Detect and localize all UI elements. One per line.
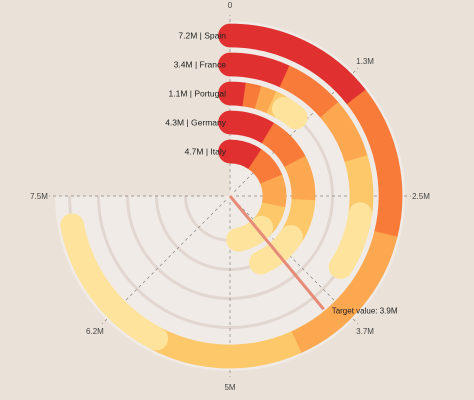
- bar-segment: [346, 89, 403, 238]
- category-label: 1.1M | Portugal: [169, 89, 227, 99]
- bar-spain[interactable]: [60, 23, 403, 369]
- tick-label: 7.5M: [30, 192, 48, 201]
- bar-segment: [218, 23, 369, 110]
- bar-segment: [290, 230, 398, 354]
- bar-segment: [319, 101, 368, 163]
- bar-segment: [279, 65, 339, 119]
- bar-segment: [247, 149, 283, 185]
- bar-segment: [261, 122, 306, 168]
- category-labels: 7.2M | Spain 3.4M | France 1.1M | Portugal…: [165, 31, 227, 157]
- bar-italy[interactable]: [218, 139, 287, 252]
- bar-portugal[interactable]: [218, 81, 308, 130]
- category-label: 7.2M | Spain: [178, 31, 226, 41]
- bar-segment: [254, 85, 277, 114]
- bar-segment: [149, 327, 302, 369]
- tick-label: 2.5M: [412, 192, 430, 201]
- bar-segment: [226, 215, 274, 252]
- tick-label: 1.3M: [356, 57, 374, 66]
- bar-segment: [284, 155, 316, 201]
- bar-france[interactable]: [218, 52, 374, 279]
- category-label: 4.7M | Italy: [185, 147, 227, 157]
- target-label: Target value: 3.9M: [332, 306, 398, 315]
- tick-label: 6.2M: [86, 327, 104, 336]
- bar-segment: [218, 110, 281, 146]
- bar-segment: [242, 82, 262, 110]
- category-label: 3.4M | France: [174, 60, 227, 70]
- tick-label: 0: [228, 1, 233, 10]
- bar-segment: [271, 96, 308, 130]
- bar-segment: [218, 139, 267, 172]
- category-label: 4.3M | Germany: [165, 118, 227, 128]
- bar-segment: [218, 81, 257, 107]
- tick-label: 3.7M: [356, 327, 374, 336]
- tick-label: 5M: [224, 383, 235, 392]
- bar-segment: [259, 174, 287, 208]
- target-line: [228, 195, 325, 311]
- bar-segment: [218, 52, 298, 89]
- bar-segment: [60, 213, 169, 351]
- bar-segment: [328, 202, 373, 279]
